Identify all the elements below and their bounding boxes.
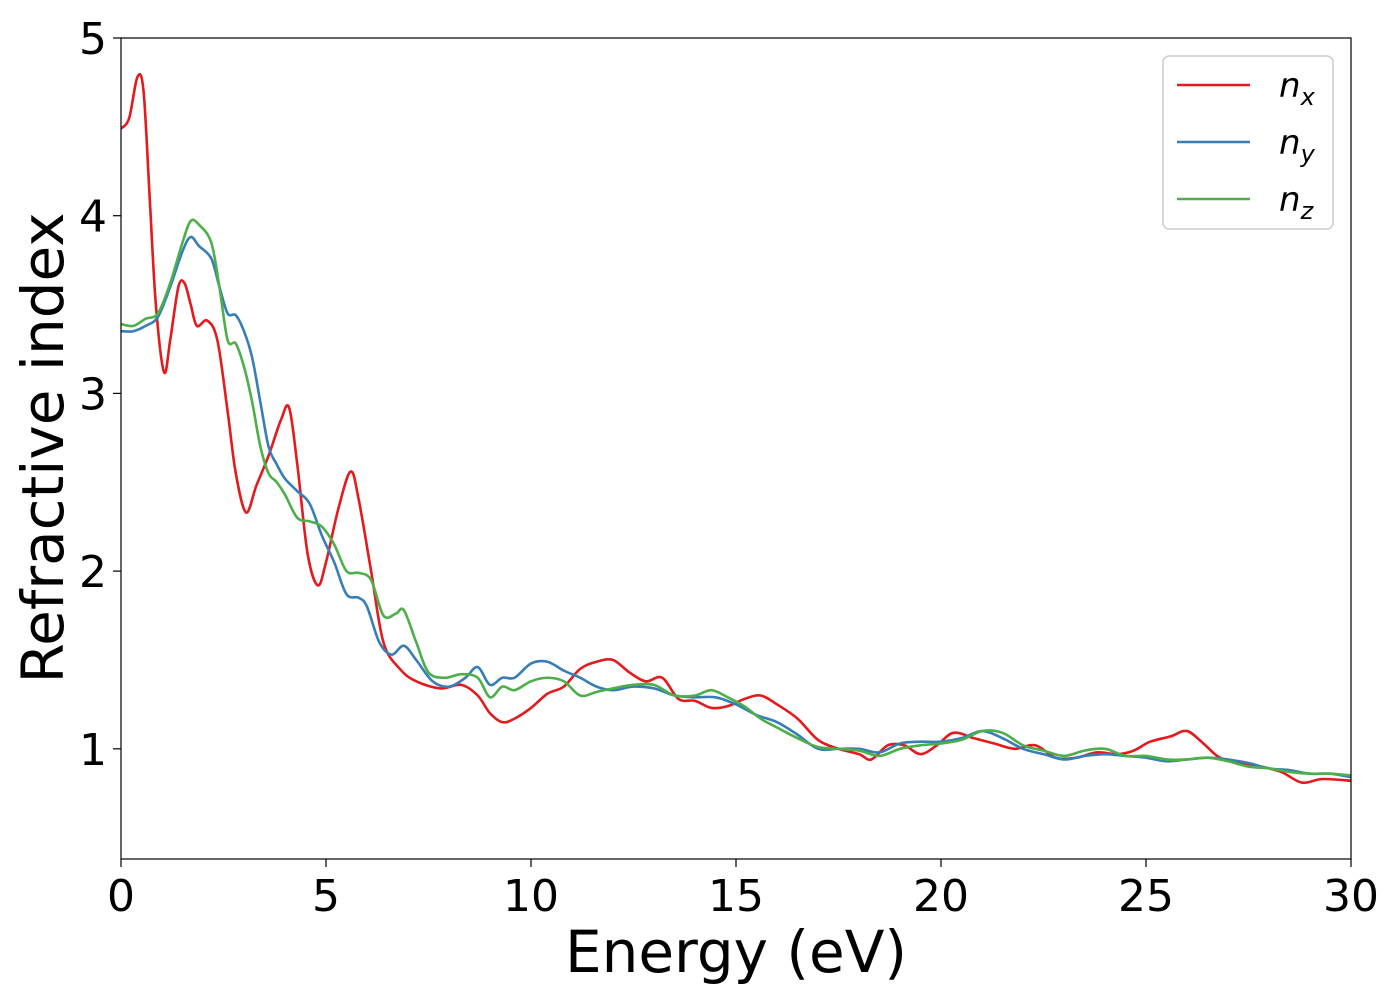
- x-axis-title: Energy (eV): [565, 918, 907, 986]
- x-tick-label: 5: [312, 871, 340, 922]
- x-tick-label: 20: [913, 871, 969, 922]
- x-tick-label: 30: [1323, 871, 1379, 922]
- y-tick-label: 2: [79, 547, 107, 598]
- y-axis-title: Refractive index: [9, 212, 77, 683]
- series-line-z: [121, 218, 1351, 777]
- x-tick-label: 25: [1118, 871, 1174, 922]
- y-tick-label: 5: [79, 14, 107, 65]
- plot-area: [121, 38, 1351, 859]
- y-tick-label: 1: [79, 725, 107, 776]
- series-line-y: [121, 235, 1351, 779]
- y-tick-label: 3: [79, 369, 107, 420]
- x-tick-label: 10: [503, 871, 559, 922]
- y-tick-label: 4: [79, 192, 107, 243]
- x-tick-label: 15: [708, 871, 764, 922]
- x-tick-label: 0: [107, 871, 135, 922]
